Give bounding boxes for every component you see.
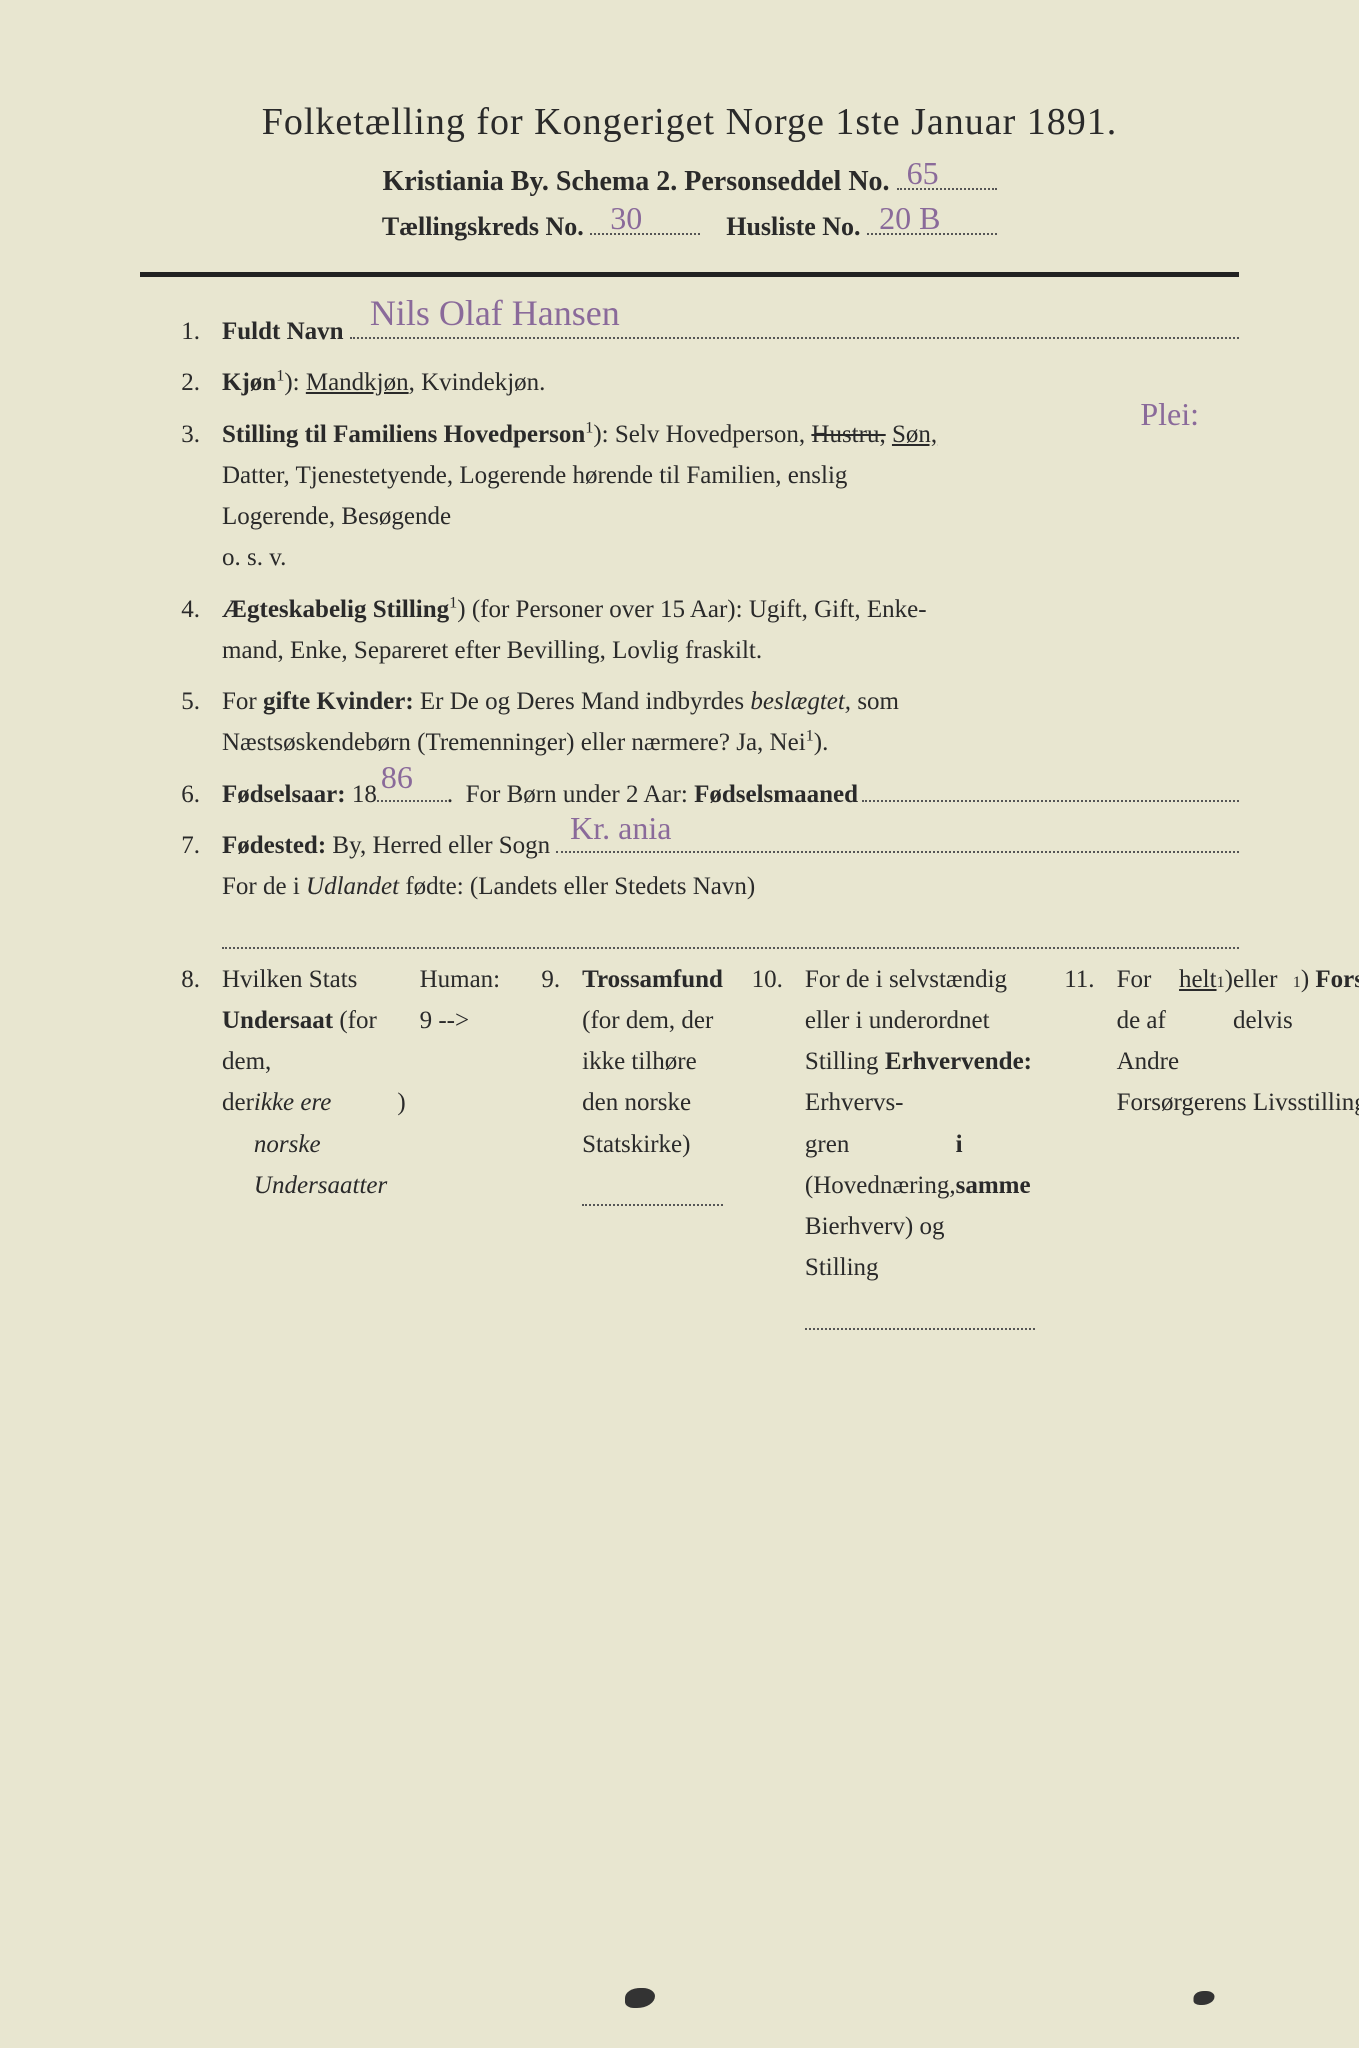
i11-l1b: eller delvis	[1233, 959, 1293, 1042]
item3-line3: Logerende, Besøgende	[222, 503, 451, 530]
kreds-field: 30	[590, 233, 700, 235]
label-sex: Kjøn	[222, 369, 276, 396]
birthplace-value: Kr. ania	[570, 802, 671, 855]
name-value: Nils Olaf Hansen	[370, 284, 620, 343]
i8-l1a: Hvilken Stats	[222, 966, 357, 993]
label-married-women: gifte Kvinder:	[263, 688, 414, 715]
item-7: 7. Fødested: By, Herred eller Sogn Kr. a…	[140, 825, 1239, 949]
kreds-label: Tællingskreds No.	[382, 212, 584, 241]
num-1: 1.	[140, 311, 222, 352]
label-religion: Trossamfund	[582, 966, 723, 993]
i10-l2a: gren (Hovednæring, Bierhverv) og Stillin…	[805, 1124, 956, 1289]
num-10: 10.	[723, 959, 805, 1495]
abroad-field	[222, 914, 1239, 949]
i5-line2: Næstsøskendebørn (Tremenninger) eller næ…	[222, 729, 806, 756]
year-value: 86	[381, 751, 413, 804]
husliste-field: 20 B	[867, 233, 997, 235]
subtitle-text: Kristiania By. Schema 2. Personseddel No…	[382, 166, 889, 197]
occupation-field2	[805, 1295, 1035, 1330]
item-10: 10. For de i selvstændig eller i underor…	[723, 959, 1035, 1495]
i11-l1c: Forsørgede:	[1315, 959, 1359, 1000]
item-8: 8. Hvilken Stats Undersaat (for dem, der…	[140, 959, 1239, 1505]
i7-l2i: Udlandet	[306, 873, 399, 900]
label-birthplace: Fødested:	[222, 825, 326, 866]
item-3: 3. Plei: Stilling til Familiens Hovedper…	[140, 414, 1239, 579]
personseddel-field: 65	[897, 188, 997, 190]
i7-text: By, Herred eller Sogn	[332, 825, 550, 866]
ink-smudge-1	[625, 1988, 655, 2008]
item-11: 11. For de af Andre helt1) eller delvis1…	[1035, 959, 1359, 1495]
i5-rest: Er De og Deres Mand indbyrdes	[414, 688, 751, 715]
i10-l2b: i samme	[956, 1124, 1031, 1207]
sex-male: Mandkjøn	[306, 369, 409, 396]
marital-paren: (for Personer over 15 Aar):	[472, 596, 743, 623]
relation-annotation: Plei:	[1140, 388, 1199, 441]
item-1: 1. Fuldt Navn Nils Olaf Hansen	[140, 311, 1239, 352]
husliste-value: 20 B	[879, 200, 940, 237]
label-name: Fuldt Navn	[222, 311, 344, 352]
item-4: 4. Ægteskabelig Stilling1) (for Personer…	[140, 589, 1239, 672]
item-9: 9. Trossamfund (for dem, der ikke tilhør…	[500, 959, 723, 1495]
i5-rest2: som	[851, 688, 899, 715]
hustru-struck: Hustru,	[811, 421, 885, 448]
num-5: 5.	[140, 681, 222, 764]
husliste-label: Husliste No.	[726, 212, 860, 241]
label-relation: Stilling til Familiens Hovedperson	[222, 421, 585, 448]
name-field: Nils Olaf Hansen	[350, 337, 1239, 339]
item3-line4: o. s. v.	[222, 544, 286, 571]
i7-l2a: For de i	[222, 873, 306, 900]
son-underlined: Søn,	[892, 421, 937, 448]
i5-pre: For	[222, 688, 263, 715]
main-title: Folketælling for Kongeriget Norge 1ste J…	[140, 100, 1239, 144]
month-field	[862, 775, 1239, 802]
i10-l1b: Erhvervende:	[885, 1048, 1032, 1075]
i11-l2: Forsørgerens Livsstilling	[1117, 1082, 1359, 1123]
marital-line2: mand, Enke, Separeret efter Bevilling, L…	[222, 637, 762, 664]
subtitle-line: Kristiania By. Schema 2. Personseddel No…	[140, 166, 1239, 198]
birthplace-field: Kr. ania	[556, 851, 1239, 853]
label-birthmonth: Fødselsmaaned	[694, 774, 858, 815]
label-birthyear: Fødselsaar:	[222, 774, 346, 815]
label-marital: Ægteskabelig Stilling	[222, 596, 449, 623]
num-8: 8.	[140, 959, 222, 1505]
i8-l2a: der	[222, 1082, 254, 1123]
item-5: 5. For gifte Kvinder: Er De og Deres Man…	[140, 681, 1239, 764]
i8-l2b: )	[397, 1082, 405, 1123]
num-2: 2.	[140, 362, 222, 403]
kreds-value: 30	[610, 200, 642, 237]
i5-ital: beslægtet,	[750, 688, 851, 715]
subtitle2-line: Tællingskreds No. 30 Husliste No. 20 B	[140, 212, 1239, 242]
ink-smudge-2	[1194, 1991, 1215, 2005]
i11-l1a: For de af Andre	[1117, 959, 1179, 1083]
marital-rest: Ugift, Gift, Enke-	[749, 596, 927, 623]
i9-text: (for dem, der ikke tilhøre den norske St…	[582, 1007, 713, 1158]
item3-line2: Datter, Tjenestetyende, Logerende hørend…	[222, 462, 847, 489]
i11-l1u: helt	[1179, 959, 1217, 1000]
religion-field	[582, 1172, 723, 1207]
num-3: 3.	[140, 414, 222, 579]
num-6: 6.	[140, 774, 222, 815]
i8-l1b: Undersaat	[222, 1007, 333, 1034]
census-form-page: Folketælling for Kongeriget Norge 1ste J…	[0, 0, 1359, 2048]
i10-l1c: Erhvervs-	[805, 1089, 904, 1116]
num-4: 4.	[140, 589, 222, 672]
divider	[140, 272, 1239, 277]
num-11: 11.	[1035, 959, 1117, 1495]
item-2: 2. Kjøn1): Mandkjøn, Kvindekjøn.	[140, 362, 1239, 403]
personseddel-value: 65	[907, 155, 939, 192]
year-prefix: 18	[352, 774, 377, 815]
year-field: 86	[377, 800, 447, 802]
num-9: 9.	[500, 959, 582, 1495]
num-7: 7.	[140, 825, 222, 949]
i8-l2i: ikke ere norske Undersaatter	[254, 1082, 397, 1206]
item-6: 6. Fødselsaar: 1886. For Børn under 2 Aa…	[140, 774, 1239, 815]
i7-l2b: fødte: (Landets eller Stedets Navn)	[399, 873, 755, 900]
